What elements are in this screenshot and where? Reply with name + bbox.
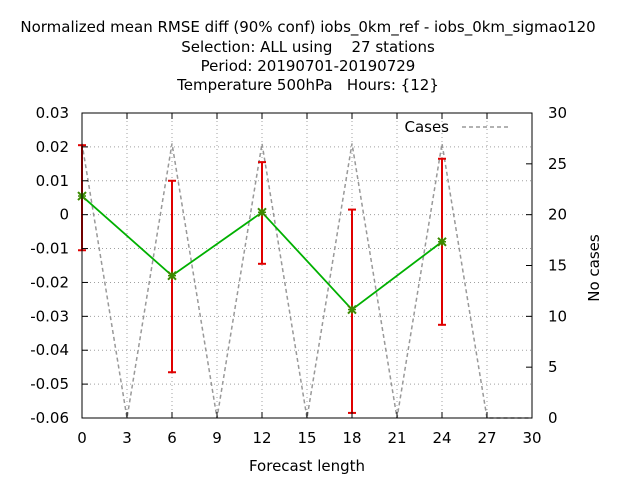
axis-ticks (81, 112, 533, 419)
x-tick-label: 6 (167, 429, 177, 447)
grid (82, 113, 532, 418)
y-tick-label: -0.04 (30, 341, 69, 359)
y2-tick-label: 15 (548, 257, 567, 275)
y2-tick-labels: 0 5 10 15 20 25 30 (548, 104, 567, 427)
y-tick-label: -0.01 (30, 240, 69, 258)
y-tick-label: 0.01 (36, 172, 69, 190)
data-point (347, 304, 357, 315)
rmse-diff-series (77, 191, 447, 315)
x-tick-label: 12 (252, 429, 271, 447)
y-tick-label: -0.03 (30, 307, 69, 325)
title-line-1: Normalized mean RMSE diff (90% conf) iob… (20, 18, 595, 37)
legend: Cases (404, 118, 510, 136)
x-tick-label: 0 (77, 429, 87, 447)
y-tick-label: -0.05 (30, 375, 69, 393)
x-tick-label: 21 (387, 429, 406, 447)
x-tick-labels: 0 3 6 9 12 15 18 21 24 27 30 (77, 429, 541, 447)
y-tick-label: 0.02 (36, 138, 69, 156)
x-tick-label: 30 (522, 429, 541, 447)
x-tick-label: 27 (477, 429, 496, 447)
x-tick-label: 24 (432, 429, 451, 447)
y2-tick-label: 20 (548, 206, 567, 224)
y-tick-labels: -0.06 -0.05 -0.04 -0.03 -0.02 -0.01 0 0.01 0.02 0… (30, 104, 69, 427)
data-point (167, 270, 177, 281)
data-point (257, 207, 267, 218)
error-bars (78, 144, 446, 414)
y2-tick-label: 10 (548, 307, 567, 325)
y2-axis-label: No cases (585, 234, 603, 302)
x-tick-label: 3 (122, 429, 132, 447)
y2-tick-label: 5 (548, 358, 558, 376)
title-line-2: Selection: ALL using 27 stations (181, 38, 435, 56)
title-line-4: Temperature 500hPa Hours: {12} (176, 76, 439, 94)
cases-line (81, 143, 532, 419)
x-tick-label: 18 (342, 429, 361, 447)
chart-title: Normalized mean RMSE diff (90% conf) iob… (20, 18, 595, 94)
y2-tick-label: 30 (548, 104, 567, 122)
y-tick-label: -0.06 (30, 409, 69, 427)
y2-tick-label: 25 (548, 155, 567, 173)
cases-series (81, 143, 532, 419)
x-tick-label: 15 (297, 429, 316, 447)
legend-label-cases: Cases (404, 118, 449, 136)
data-point (437, 237, 447, 247)
title-line-3: Period: 20190701-20190729 (201, 57, 416, 75)
x-axis-label: Forecast length (249, 457, 365, 475)
y-tick-label: 0.03 (36, 104, 69, 122)
y-tick-label: -0.02 (30, 273, 69, 291)
y-tick-label: 0 (59, 206, 69, 224)
y2-tick-label: 0 (548, 409, 558, 427)
x-tick-label: 9 (212, 429, 222, 447)
